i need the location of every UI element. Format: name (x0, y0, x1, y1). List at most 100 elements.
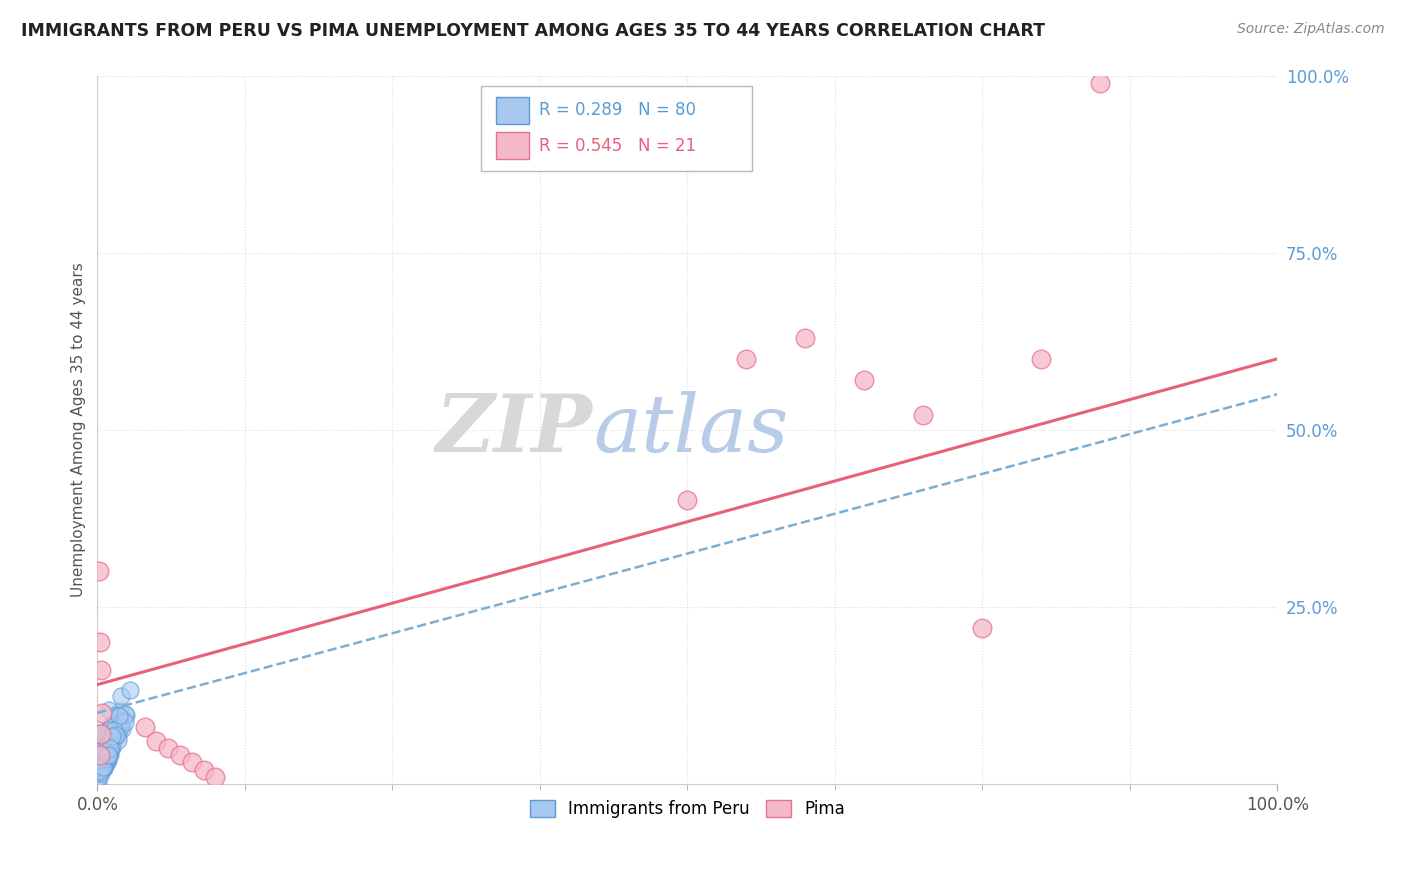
Point (93, 750, 115, 764)
Point (91, 762, 114, 776)
Point (96, 752, 118, 766)
Point (107, 728, 129, 742)
Point (90, 727, 112, 741)
Point (97, 703, 120, 717)
Point (89, 770, 111, 784)
Point (110, 704, 132, 718)
Point (145, 734, 167, 748)
Point (98, 743, 121, 757)
Point (93, 742, 115, 756)
Point (91, 737, 114, 751)
Point (98, 742, 121, 756)
FancyBboxPatch shape (496, 132, 529, 159)
Point (91, 754, 114, 768)
Point (110, 689, 132, 703)
Point (101, 737, 124, 751)
Point (86, 765, 108, 780)
Point (93, 760, 115, 774)
Point (87, 774, 110, 789)
Text: IMMIGRANTS FROM PERU VS PIMA UNEMPLOYMENT AMONG AGES 35 TO 44 YEARS CORRELATION : IMMIGRANTS FROM PERU VS PIMA UNEMPLOYMEN… (21, 22, 1045, 40)
Y-axis label: Unemployment Among Ages 35 to 44 years: Unemployment Among Ages 35 to 44 years (72, 262, 86, 597)
Point (98, 747, 121, 761)
Point (114, 714, 136, 729)
Text: atlas: atlas (593, 391, 789, 468)
Point (96, 755, 118, 769)
Text: ZIP: ZIP (436, 391, 593, 468)
Point (94, 736, 117, 750)
Point (108, 709, 131, 723)
Point (87, 754, 110, 768)
Point (93, 752, 115, 766)
Point (90, 762, 112, 776)
Point (87, 564, 110, 578)
Point (98, 741, 121, 756)
Point (93, 761, 115, 775)
Point (87, 756, 110, 771)
Point (853, 373, 876, 387)
Text: R = 0.289   N = 80: R = 0.289 N = 80 (538, 101, 696, 120)
Point (90, 756, 112, 771)
Point (115, 708, 138, 723)
Point (103, 732, 125, 747)
Point (107, 732, 129, 747)
Point (169, 748, 191, 763)
Point (794, 330, 817, 344)
Point (94, 733, 117, 747)
Point (98, 731, 121, 746)
Point (93, 760, 115, 774)
Point (93, 741, 115, 756)
Point (676, 493, 699, 508)
Point (91, 753, 114, 767)
FancyBboxPatch shape (481, 87, 752, 171)
Point (1090, 76, 1112, 90)
Point (90, 742, 112, 756)
Point (114, 707, 136, 722)
Point (90, 747, 112, 762)
Point (108, 708, 131, 723)
Point (94, 741, 117, 756)
Point (89, 757, 111, 772)
Point (89, 764, 111, 778)
Point (912, 409, 935, 423)
Point (97, 749, 120, 764)
Point (90, 766, 112, 780)
Point (157, 741, 180, 756)
Point (94, 757, 117, 772)
Point (97, 749, 120, 764)
Point (94, 751, 117, 765)
Point (103, 734, 125, 748)
Point (98, 728, 121, 742)
Point (91, 706, 114, 720)
Legend: Immigrants from Peru, Pima: Immigrants from Peru, Pima (523, 794, 852, 825)
Point (93, 755, 115, 769)
Point (193, 763, 215, 777)
Point (180, 756, 202, 770)
Point (98, 723, 121, 738)
Point (134, 720, 156, 734)
Point (103, 715, 125, 730)
Point (87, 758, 110, 772)
Point (1031, 351, 1053, 366)
Point (97, 739, 120, 753)
Point (118, 683, 141, 698)
FancyBboxPatch shape (496, 96, 529, 124)
Point (86, 771, 108, 785)
Point (87, 752, 110, 766)
Point (93, 760, 115, 774)
Point (89, 748, 111, 763)
Point (100, 719, 122, 733)
Text: Source: ZipAtlas.com: Source: ZipAtlas.com (1237, 22, 1385, 37)
Point (97, 753, 120, 767)
Point (94, 744, 117, 758)
Point (91, 724, 114, 739)
Point (89, 764, 111, 779)
Text: R = 0.545   N = 21: R = 0.545 N = 21 (538, 136, 696, 154)
Point (93, 727, 115, 741)
Point (89, 635, 111, 649)
Point (108, 721, 131, 735)
Point (101, 739, 124, 754)
Point (101, 729, 124, 743)
Point (94, 741, 117, 756)
Point (101, 739, 124, 754)
Point (91, 760, 114, 774)
